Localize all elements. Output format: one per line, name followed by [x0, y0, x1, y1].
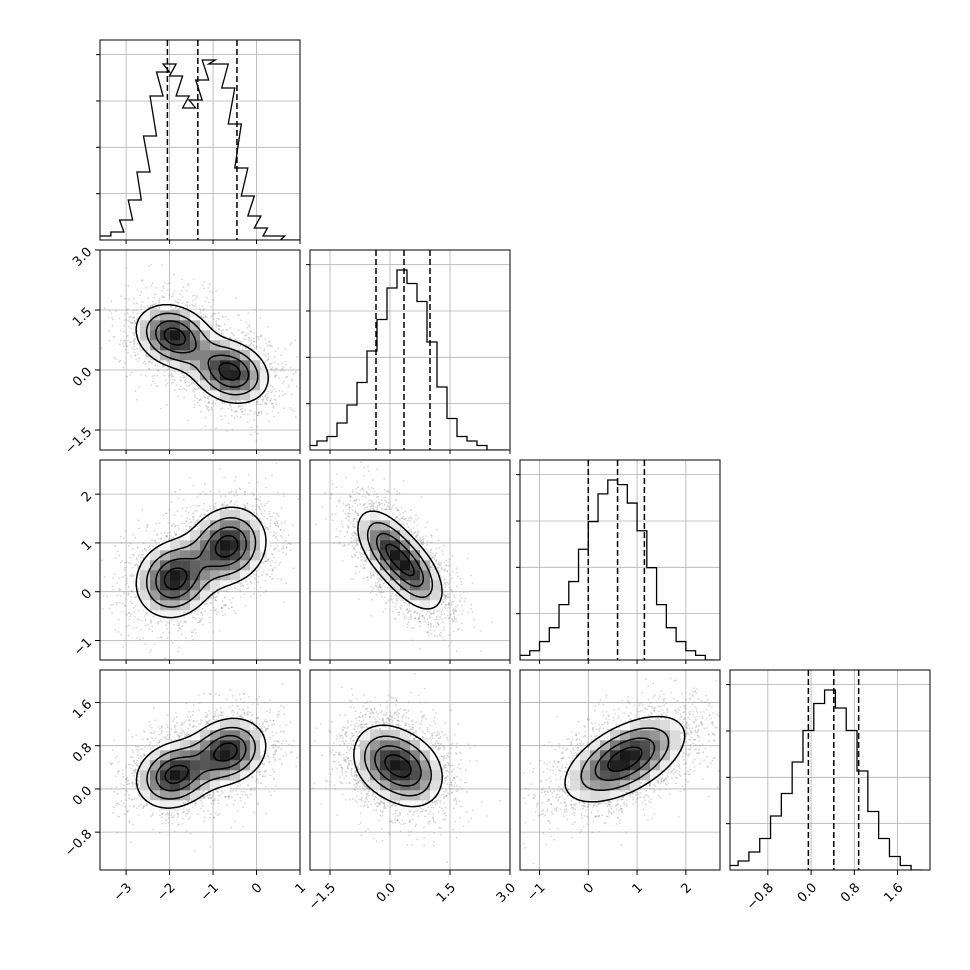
x-tick-label: 0.8 — [838, 880, 863, 905]
contour-line — [155, 526, 248, 599]
contour-line — [384, 754, 412, 778]
axes-frame — [99, 459, 301, 661]
histogram-step — [730, 689, 922, 870]
y-tick-label: 2 — [79, 489, 95, 505]
contour-line — [135, 303, 269, 404]
x-tick-label: 0 — [249, 880, 265, 896]
contour-line — [145, 312, 259, 396]
x-tick-label: −1 — [198, 880, 222, 904]
y-tick-label: −0.8 — [62, 827, 95, 860]
contour-line — [564, 715, 686, 803]
x-tick-label: 0.0 — [795, 880, 820, 905]
contour-line — [366, 521, 434, 599]
axes-frame — [309, 249, 511, 451]
histogram-step — [100, 59, 300, 240]
contour-line — [580, 727, 670, 792]
axes-frame — [99, 249, 301, 451]
x-tick-label: −1 — [524, 880, 548, 904]
histogram-panel-3 — [726, 669, 931, 871]
histogram-panel-0 — [96, 39, 301, 241]
contour-line — [154, 320, 250, 388]
y-tick-label: 0.0 — [70, 784, 95, 809]
pair-panel-0-3 — [99, 669, 301, 871]
contour-line — [374, 745, 422, 787]
y-tick-label: 0.0 — [70, 365, 95, 390]
pair-panel-2-3 — [519, 669, 721, 871]
pair-panel-0-2 — [99, 459, 301, 661]
x-tick-label: −1.5 — [306, 880, 339, 913]
x-tick-label: 1.6 — [881, 880, 906, 905]
x-tick-label: 0 — [581, 880, 597, 896]
y-tick-label: 1.6 — [70, 697, 95, 722]
histogram-panel-1 — [306, 249, 511, 451]
pair-panel-1-3 — [309, 669, 511, 871]
axes-frame — [309, 669, 511, 871]
contour-line — [385, 543, 415, 577]
y-tick-label: −1 — [71, 635, 95, 659]
contour-line — [145, 517, 257, 608]
contour-line — [363, 735, 432, 797]
x-tick-label: 1.5 — [434, 880, 459, 905]
contour-line — [594, 737, 656, 782]
axes-frame — [729, 669, 931, 871]
axes-frame — [99, 39, 301, 241]
y-tick-label: 0.8 — [70, 740, 95, 765]
x-tick-label: −2 — [154, 880, 178, 904]
x-tick-label: −0.8 — [744, 880, 777, 913]
contour-line — [135, 717, 267, 809]
histogram-panel-2 — [516, 459, 721, 661]
hist2d-cells — [350, 730, 441, 811]
x-tick-label: 2 — [678, 880, 694, 896]
grid-lines — [520, 460, 720, 660]
contour-line — [357, 510, 443, 610]
contour-line — [375, 532, 425, 588]
contour-line — [135, 506, 267, 619]
x-tick-label: 3.0 — [494, 880, 519, 905]
pair-panel-0-1 — [99, 249, 301, 451]
x-tick-label: 1 — [293, 880, 309, 896]
grid-lines — [100, 40, 300, 240]
pair-panel-1-2 — [309, 459, 511, 661]
histogram-step — [310, 269, 507, 450]
contour-line — [164, 742, 238, 785]
grid-lines — [310, 250, 510, 450]
grid-lines — [730, 670, 930, 870]
axes-frame — [519, 669, 721, 871]
y-tick-label: 1 — [79, 538, 95, 554]
y-tick-label: 1.5 — [70, 305, 95, 330]
hist2d-cells — [570, 720, 681, 801]
x-tick-label: 0.0 — [374, 880, 399, 905]
contour-line — [163, 327, 241, 381]
axes-frame — [309, 459, 511, 661]
x-tick-label: −3 — [111, 880, 135, 904]
contour-line — [353, 724, 443, 808]
axes-frame — [519, 459, 721, 661]
contour-line — [607, 746, 643, 772]
contour-line — [155, 734, 247, 792]
axes-frame — [99, 669, 301, 871]
y-tick-label: 3.0 — [70, 245, 95, 270]
contour-line — [146, 726, 256, 800]
y-tick-label: −1.5 — [62, 425, 95, 458]
y-tick-label: 0 — [79, 586, 95, 602]
contour-line — [163, 534, 239, 591]
x-tick-label: 1 — [630, 880, 646, 896]
